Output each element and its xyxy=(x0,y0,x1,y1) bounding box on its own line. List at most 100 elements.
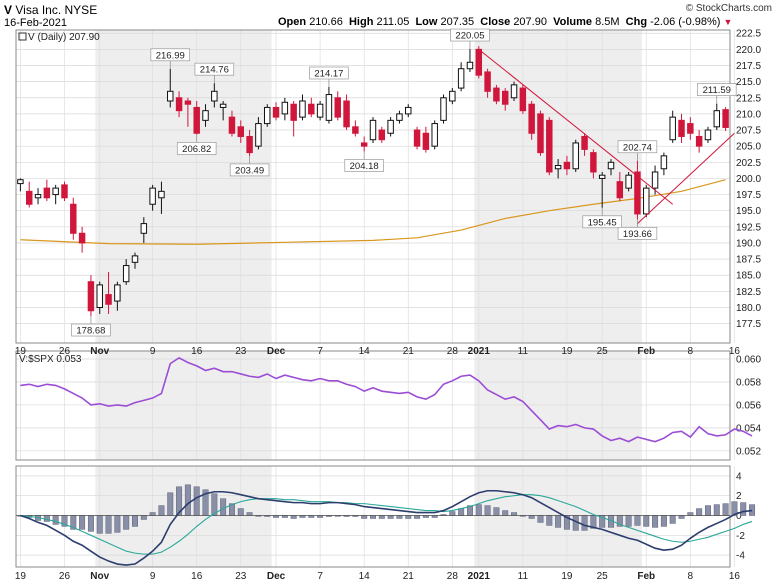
macd-histogram-bar xyxy=(361,515,368,519)
candle-body xyxy=(34,194,42,199)
candle-body xyxy=(651,171,659,189)
candle-body xyxy=(360,142,368,147)
macd-histogram-bar xyxy=(396,515,403,519)
macd-histogram-bar xyxy=(414,515,421,519)
annotation-box xyxy=(582,215,622,229)
candle-body xyxy=(308,103,315,115)
candle-body xyxy=(510,84,518,99)
annotation-box xyxy=(344,159,384,172)
macd-panel-ytick-label: 4 xyxy=(736,471,742,482)
price-panel-ytick-label: 205.0 xyxy=(736,142,761,153)
candle-body xyxy=(563,161,571,170)
xtick-label-bottom: 8 xyxy=(688,571,694,582)
annotation-box xyxy=(697,83,737,96)
ratio-panel-ytick-label: 0.052 xyxy=(736,446,761,457)
candle-body xyxy=(722,109,729,128)
macd-histogram-bar xyxy=(87,515,94,532)
candle-body xyxy=(643,187,650,215)
volume-label: Volume xyxy=(553,16,593,28)
chg-label: Chg xyxy=(625,16,648,28)
xtick-label-top: Dec xyxy=(267,346,286,357)
exchange: NYSE xyxy=(64,3,98,17)
candle-body xyxy=(449,90,456,102)
annotation-box xyxy=(71,323,111,337)
annotation-label: 204.18 xyxy=(350,161,379,172)
candle-body xyxy=(272,106,280,118)
xtick-label-bottom: 2021 xyxy=(468,571,491,582)
candle-body xyxy=(255,123,262,147)
candle-body xyxy=(325,94,333,121)
macd-histogram-bar xyxy=(184,484,191,516)
candle-body xyxy=(572,142,579,170)
candle-body xyxy=(184,100,192,105)
candle-body xyxy=(598,174,606,179)
candle-body xyxy=(281,101,289,115)
annotation-label: 220.05 xyxy=(455,31,484,42)
candle-body xyxy=(211,90,218,102)
down-triangle-icon: ▼ xyxy=(723,17,733,27)
price-panel-ytick-label: 182.5 xyxy=(736,287,761,298)
macd-histogram-bar xyxy=(643,515,650,527)
macd-histogram-bar xyxy=(167,492,174,516)
price-panel-shade-band xyxy=(95,30,272,343)
ohlc-bar: Open 210.66 High 211.05 Low 207.35 Close… xyxy=(278,16,732,28)
xtick-label-top: 9 xyxy=(150,346,156,357)
candle-body xyxy=(528,103,535,134)
macd-histogram-bar xyxy=(731,501,738,516)
candle-body xyxy=(413,129,421,147)
candle-body xyxy=(105,294,112,305)
macd-histogram-bar xyxy=(502,510,509,516)
candle-body xyxy=(634,171,641,215)
candle-body xyxy=(669,116,676,141)
macd-panel-ytick-label: 0 xyxy=(736,511,742,522)
annotation-label: 193.66 xyxy=(623,229,652,240)
candle-body xyxy=(87,281,95,312)
price-legend: V (Daily) 207.90 xyxy=(28,32,100,43)
ratio-legend: V:$SPX 0.053 xyxy=(19,354,82,365)
candle-body xyxy=(122,265,130,283)
candle-body xyxy=(687,123,694,134)
legend-swatch xyxy=(18,32,27,41)
xtick-label-top: 14 xyxy=(359,346,371,357)
macd-histogram-bar xyxy=(493,507,500,516)
macd-histogram-bar xyxy=(555,515,562,528)
candle-body xyxy=(290,103,297,121)
annotation-box xyxy=(617,140,658,154)
xtick-label-top: 28 xyxy=(447,346,459,357)
candle-body xyxy=(70,203,77,234)
candle-body xyxy=(334,97,341,118)
volume-value: 8.5M xyxy=(595,16,620,28)
xtick-label-bottom: 19 xyxy=(15,571,27,582)
macd-histogram-bar xyxy=(484,505,491,516)
xtick-label-bottom: 7 xyxy=(317,571,323,582)
candle-body xyxy=(43,187,51,199)
candle-body xyxy=(193,106,200,134)
xtick-label-bottom: 11 xyxy=(518,571,529,582)
candle-body xyxy=(263,106,271,125)
macd-panel-shade-band xyxy=(95,466,272,567)
candle-body xyxy=(343,100,350,128)
source-credit: © StockCharts.com xyxy=(685,3,772,14)
xtick-label-top: 21 xyxy=(403,346,415,357)
company-name: Visa Inc. xyxy=(15,3,62,17)
annotation-box xyxy=(150,48,191,62)
low-label: Low xyxy=(415,16,438,28)
candle-body xyxy=(713,110,721,128)
ratio-panel-ytick-label: 0.058 xyxy=(736,377,761,388)
price-panel-ytick-label: 185.0 xyxy=(736,271,761,282)
macd-histogram-bar xyxy=(634,515,641,526)
xtick-label-top: 23 xyxy=(235,346,247,357)
candle-body xyxy=(695,135,703,147)
candle-body xyxy=(149,187,156,205)
annotation-box xyxy=(450,28,490,42)
macd-histogram-bar xyxy=(290,515,297,519)
trendline xyxy=(478,48,674,205)
candle-body xyxy=(581,135,588,150)
annotation-box xyxy=(309,66,349,80)
xtick-label-top: 19 xyxy=(561,346,573,357)
price-panel-ytick-label: 197.5 xyxy=(736,190,761,201)
candle-body xyxy=(378,129,386,141)
macd-histogram-bar xyxy=(581,515,588,531)
xtick-label-bottom: 25 xyxy=(597,571,609,582)
candle-body xyxy=(537,113,544,154)
